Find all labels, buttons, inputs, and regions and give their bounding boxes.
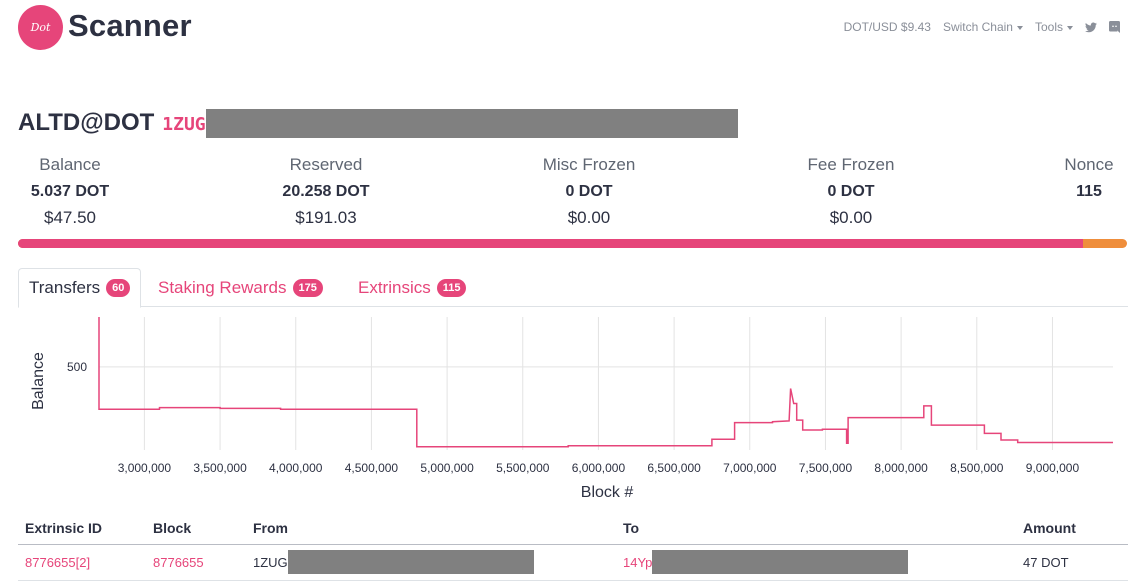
table-row: 8776655[2] 8776655 1ZUG 14Yp 47 DOT bbox=[18, 544, 1128, 581]
col-to: To bbox=[616, 512, 1016, 545]
x-axis-ticks: 3,000,000 3,500,000 4,000,000 4,500,000 5,00… bbox=[118, 461, 1080, 475]
count-badge: 115 bbox=[436, 278, 467, 297]
extrinsic-id-link[interactable]: 8776655[2] bbox=[25, 554, 91, 570]
x-tick-label: 8,500,000 bbox=[950, 461, 1004, 475]
redacted-address bbox=[287, 550, 534, 574]
x-tick-label: 9,000,000 bbox=[1026, 461, 1080, 475]
account-address[interactable]: 1ZUG bbox=[162, 113, 206, 135]
from-address: 1ZUG bbox=[253, 550, 616, 574]
stat-value: 115 bbox=[1076, 183, 1102, 200]
redacted-address bbox=[652, 550, 909, 574]
transfers-table: Extrinsic ID Block From To Amount 877665… bbox=[18, 512, 1128, 581]
account-name: ALTD@DOT bbox=[18, 108, 155, 136]
tools-dropdown[interactable]: Tools bbox=[1035, 20, 1073, 34]
tab-label: Transfers bbox=[29, 278, 101, 297]
discord-icon[interactable] bbox=[1109, 21, 1120, 33]
stat-usd: $0.00 bbox=[567, 208, 611, 227]
switch-chain-dropdown[interactable]: Switch Chain bbox=[943, 20, 1023, 34]
price-ticker: DOT/USD $9.43 bbox=[843, 20, 931, 34]
stat-value: 0 DOT bbox=[827, 183, 875, 200]
x-tick-label: 3,500,000 bbox=[193, 461, 247, 475]
x-tick-label: 4,000,000 bbox=[269, 461, 323, 475]
tab-extrinsics[interactable]: Extrinsics 115 bbox=[348, 268, 476, 307]
tab-bar: Transfers 60 Staking Rewards 175 Extrins… bbox=[18, 268, 1128, 308]
top-nav: DOT/USD $9.43 Switch Chain Tools bbox=[844, 20, 1120, 34]
stat-label: Nonce bbox=[1064, 155, 1114, 174]
tab-staking-rewards[interactable]: Staking Rewards 175 bbox=[148, 268, 333, 307]
balance-bar bbox=[18, 239, 1127, 248]
col-from: From bbox=[246, 512, 616, 545]
twitter-icon[interactable] bbox=[1085, 22, 1097, 33]
to-address-link[interactable]: 14Yp bbox=[623, 554, 653, 570]
logo-text[interactable]: Scanner bbox=[68, 8, 192, 43]
stat-label: Reserved bbox=[289, 155, 363, 174]
x-tick-label: 3,000,000 bbox=[118, 461, 172, 475]
tab-label: Staking Rewards bbox=[158, 277, 287, 297]
account-heading: ALTD@DOT 1ZUG bbox=[18, 107, 738, 138]
x-tick-label: 4,500,000 bbox=[345, 461, 399, 475]
logo-badge[interactable]: Dot bbox=[18, 5, 63, 50]
x-tick-label: 5,000,000 bbox=[420, 461, 474, 475]
caret-down-icon bbox=[1016, 25, 1023, 30]
logo-badge-text: Dot bbox=[30, 21, 51, 34]
tab-label: Extrinsics bbox=[358, 277, 431, 297]
x-tick-label: 7,000,000 bbox=[723, 461, 777, 475]
stat-reserved: Reserved 20.258 DOT $191.03 bbox=[266, 155, 386, 228]
stat-fee-frozen: Fee Frozen 0 DOT $0.00 bbox=[791, 155, 911, 228]
stat-label: Misc Frozen bbox=[542, 155, 636, 174]
x-tick-label: 5,500,000 bbox=[496, 461, 550, 475]
x-tick-label: 6,500,000 bbox=[647, 461, 701, 475]
stat-label: Balance bbox=[39, 155, 101, 174]
stat-value: 5.037 DOT bbox=[30, 183, 110, 200]
chart-grid bbox=[99, 317, 1113, 450]
x-axis-label: Block # bbox=[581, 484, 634, 501]
stat-value: 20.258 DOT bbox=[282, 183, 370, 200]
col-block: Block bbox=[146, 512, 246, 545]
y-axis-label: Balance bbox=[30, 352, 47, 410]
redacted-address bbox=[205, 109, 738, 138]
balance-bar-fill bbox=[18, 239, 1083, 248]
x-tick-label: 8,000,000 bbox=[874, 461, 928, 475]
table-header-row: Extrinsic ID Block From To Amount bbox=[18, 512, 1128, 545]
balance-series-line bbox=[98, 317, 1113, 448]
amount-cell: 47 DOT bbox=[1016, 544, 1128, 581]
switch-chain-label: Switch Chain bbox=[942, 20, 1013, 34]
stat-label: Fee Frozen bbox=[807, 155, 895, 174]
stat-misc-frozen: Misc Frozen 0 DOT $0.00 bbox=[529, 155, 649, 228]
stat-value: 0 DOT bbox=[565, 183, 613, 200]
col-extrinsic-id: Extrinsic ID bbox=[18, 512, 146, 545]
col-amount: Amount bbox=[1016, 512, 1128, 545]
y-axis-ticks: 500 bbox=[67, 360, 87, 374]
stat-usd: $0.00 bbox=[829, 208, 873, 227]
block-link[interactable]: 8776655 bbox=[153, 554, 204, 570]
caret-down-icon bbox=[1067, 25, 1073, 30]
tab-transfers[interactable]: Transfers 60 bbox=[18, 268, 142, 308]
stat-balance: Balance 5.037 DOT $47.50 bbox=[18, 155, 122, 228]
count-badge: 175 bbox=[292, 278, 323, 297]
tools-label: Tools bbox=[1034, 20, 1063, 34]
from-address-prefix[interactable]: 1ZUG bbox=[253, 554, 288, 570]
x-tick-label: 6,000,000 bbox=[572, 461, 626, 475]
to-address: 14Yp bbox=[623, 550, 1016, 574]
stat-usd: $191.03 bbox=[295, 208, 357, 227]
count-badge: 60 bbox=[106, 279, 131, 297]
stat-nonce: Nonce 115 bbox=[1056, 155, 1122, 201]
balance-chart: 3,000,000 3,500,000 4,000,000 4,500,000 5,00… bbox=[30, 317, 1113, 501]
stat-usd: $47.50 bbox=[44, 208, 96, 227]
x-tick-label: 7,500,000 bbox=[799, 461, 853, 475]
y-tick-label: 500 bbox=[67, 360, 87, 374]
